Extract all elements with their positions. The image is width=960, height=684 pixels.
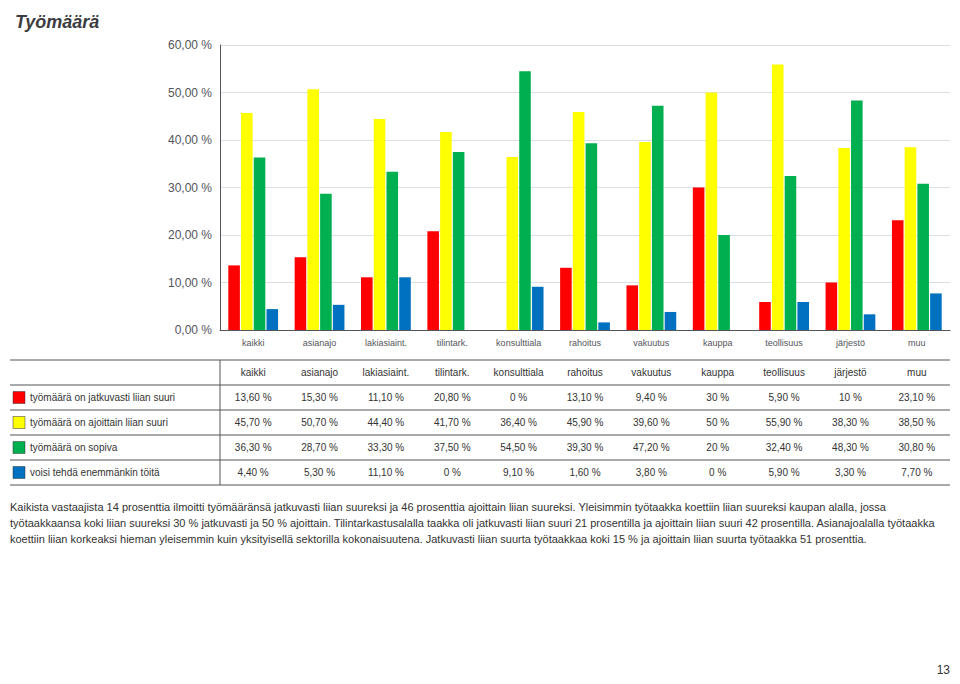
svg-text:36,30 %: 36,30 % <box>235 442 272 453</box>
svg-text:45,90 %: 45,90 % <box>567 417 604 428</box>
svg-text:0 %: 0 % <box>510 392 527 403</box>
svg-text:työmäärä on ajoittain liian su: työmäärä on ajoittain liian suuri <box>30 417 168 428</box>
svg-text:36,40 %: 36,40 % <box>500 417 537 428</box>
svg-text:38,30 %: 38,30 % <box>832 417 869 428</box>
svg-text:28,70 %: 28,70 % <box>301 442 338 453</box>
svg-text:45,70 %: 45,70 % <box>235 417 272 428</box>
svg-text:työtaakkaansa koki liian suure: työtaakkaansa koki liian suureksi 30 % j… <box>10 517 938 529</box>
svg-text:10,00 %: 10,00 % <box>168 276 212 290</box>
svg-text:38,50 %: 38,50 % <box>898 417 935 428</box>
svg-text:20,00 %: 20,00 % <box>168 228 212 242</box>
svg-text:kauppa: kauppa <box>703 338 733 348</box>
svg-text:asianajo: asianajo <box>303 338 337 348</box>
svg-text:9,40 %: 9,40 % <box>636 392 667 403</box>
svg-text:37,50 %: 37,50 % <box>434 442 471 453</box>
svg-text:33,30 %: 33,30 % <box>368 442 405 453</box>
svg-text:60,00 %: 60,00 % <box>168 38 212 52</box>
svg-text:0 %: 0 % <box>709 467 726 478</box>
svg-text:13,10 %: 13,10 % <box>567 392 604 403</box>
svg-text:20 %: 20 % <box>706 442 729 453</box>
svg-text:13: 13 <box>937 663 951 677</box>
svg-text:muu: muu <box>908 338 926 348</box>
svg-text:0 %: 0 % <box>444 467 461 478</box>
svg-text:13,60 %: 13,60 % <box>235 392 272 403</box>
svg-text:32,40 %: 32,40 % <box>766 442 803 453</box>
svg-text:muu: muu <box>907 367 926 378</box>
svg-text:kauppa: kauppa <box>701 367 734 378</box>
svg-text:Kaikista vastaajista 14 prosen: Kaikista vastaajista 14 prosenttia ilmoi… <box>10 501 889 513</box>
svg-text:konsulttiala: konsulttiala <box>494 367 544 378</box>
svg-text:5,90 %: 5,90 % <box>769 392 800 403</box>
svg-text:tilintark.: tilintark. <box>437 338 468 348</box>
svg-text:tilintark.: tilintark. <box>435 367 469 378</box>
svg-text:järjestö: järjestö <box>833 367 867 378</box>
svg-text:4,40 %: 4,40 % <box>238 467 269 478</box>
svg-text:50,70 %: 50,70 % <box>301 417 338 428</box>
svg-text:39,60 %: 39,60 % <box>633 417 670 428</box>
svg-text:30,00 %: 30,00 % <box>168 181 212 195</box>
svg-text:työmäärä on jatkuvasti liian s: työmäärä on jatkuvasti liian suuri <box>30 392 175 403</box>
svg-text:5,30 %: 5,30 % <box>304 467 335 478</box>
svg-text:3,30 %: 3,30 % <box>835 467 866 478</box>
svg-text:teollisuus: teollisuus <box>763 367 805 378</box>
svg-text:54,50 %: 54,50 % <box>500 442 537 453</box>
svg-text:0,00 %: 0,00 % <box>175 323 213 337</box>
svg-text:30 %: 30 % <box>706 392 729 403</box>
svg-text:koettiin liian korkeaksi hiema: koettiin liian korkeaksi hieman yleisemm… <box>10 533 867 545</box>
svg-text:41,70 %: 41,70 % <box>434 417 471 428</box>
svg-text:konsulttiala: konsulttiala <box>496 338 541 348</box>
svg-text:vakuutus: vakuutus <box>633 338 670 348</box>
svg-text:kaikki: kaikki <box>241 367 266 378</box>
svg-text:50,00 %: 50,00 % <box>168 86 212 100</box>
svg-text:teollisuus: teollisuus <box>765 338 803 348</box>
svg-text:lakiasiaint.: lakiasiaint. <box>365 338 407 348</box>
svg-text:10 %: 10 % <box>839 392 862 403</box>
svg-text:39,30 %: 39,30 % <box>567 442 604 453</box>
svg-text:voisi tehdä enemmänkin töitä: voisi tehdä enemmänkin töitä <box>30 467 160 478</box>
svg-text:50 %: 50 % <box>706 417 729 428</box>
svg-text:55,90 %: 55,90 % <box>766 417 803 428</box>
svg-text:asianajo: asianajo <box>301 367 339 378</box>
svg-text:47,20 %: 47,20 % <box>633 442 670 453</box>
svg-text:kaikki: kaikki <box>242 338 265 348</box>
svg-text:40,00 %: 40,00 % <box>168 133 212 147</box>
svg-text:rahoitus: rahoitus <box>569 338 602 348</box>
svg-text:järjestö: järjestö <box>835 338 865 348</box>
svg-text:11,10 %: 11,10 % <box>368 392 404 403</box>
svg-text:9,10 %: 9,10 % <box>503 467 534 478</box>
svg-text:7,70 %: 7,70 % <box>901 467 932 478</box>
svg-text:lakiasiaint.: lakiasiaint. <box>363 367 410 378</box>
svg-text:23,10 %: 23,10 % <box>898 392 935 403</box>
svg-text:Työmäärä: Työmäärä <box>15 12 99 32</box>
svg-text:3,80 %: 3,80 % <box>636 467 667 478</box>
svg-text:1,60 %: 1,60 % <box>569 467 600 478</box>
svg-text:15,30 %: 15,30 % <box>301 392 338 403</box>
svg-text:vakuutus: vakuutus <box>631 367 671 378</box>
svg-text:30,80 %: 30,80 % <box>898 442 935 453</box>
svg-text:työmäärä on sopiva: työmäärä on sopiva <box>30 442 118 453</box>
svg-text:11,10 %: 11,10 % <box>368 467 404 478</box>
svg-text:44,40 %: 44,40 % <box>368 417 405 428</box>
svg-text:rahoitus: rahoitus <box>567 367 603 378</box>
svg-text:48,30 %: 48,30 % <box>832 442 869 453</box>
svg-text:20,80 %: 20,80 % <box>434 392 471 403</box>
svg-text:5,90 %: 5,90 % <box>769 467 800 478</box>
